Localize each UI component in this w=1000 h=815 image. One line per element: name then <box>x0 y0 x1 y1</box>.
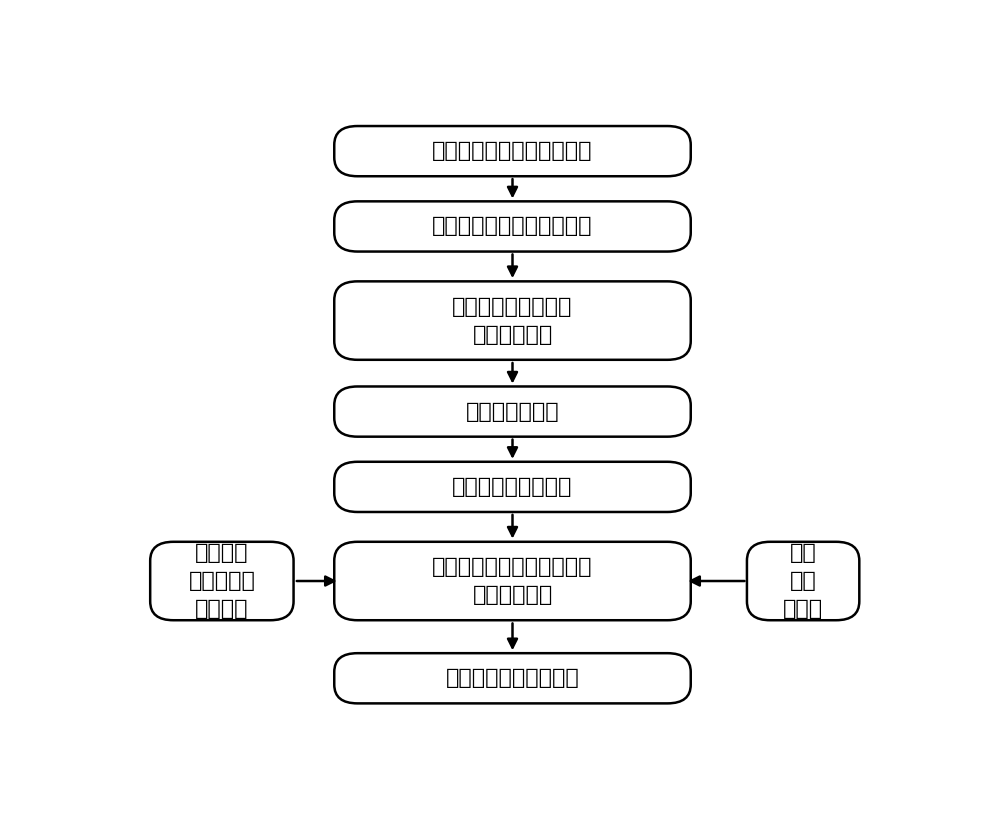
FancyBboxPatch shape <box>334 653 691 703</box>
FancyBboxPatch shape <box>334 201 691 252</box>
Text: 建立匹配的沉积层形貌曲线
及其特征尺寸: 建立匹配的沉积层形貌曲线 及其特征尺寸 <box>432 557 593 605</box>
FancyBboxPatch shape <box>334 386 691 437</box>
FancyBboxPatch shape <box>334 126 691 176</box>
Text: 建立熔融丝材的牌号和直径: 建立熔融丝材的牌号和直径 <box>432 141 593 161</box>
FancyBboxPatch shape <box>334 281 691 359</box>
FancyBboxPatch shape <box>334 462 691 512</box>
FancyBboxPatch shape <box>150 542 294 620</box>
Text: 电弧增材相关工艺参数: 电弧增材相关工艺参数 <box>446 668 579 689</box>
FancyBboxPatch shape <box>334 542 691 620</box>
Text: 建立保护气种类: 建立保护气种类 <box>466 402 559 421</box>
Text: 输入单道沉积层宽度: 输入单道沉积层宽度 <box>452 477 573 497</box>
Text: 层宽
层高
润湿角: 层宽 层高 润湿角 <box>783 543 823 619</box>
FancyBboxPatch shape <box>747 542 859 620</box>
Text: 建立基板材料的牌号及状态: 建立基板材料的牌号及状态 <box>432 217 593 236</box>
Text: 建立电弧增材的热源
及其工艺模式: 建立电弧增材的热源 及其工艺模式 <box>452 297 573 345</box>
Text: 起弧头部
沉积层中部
熄弧尾部: 起弧头部 沉积层中部 熄弧尾部 <box>188 543 255 619</box>
